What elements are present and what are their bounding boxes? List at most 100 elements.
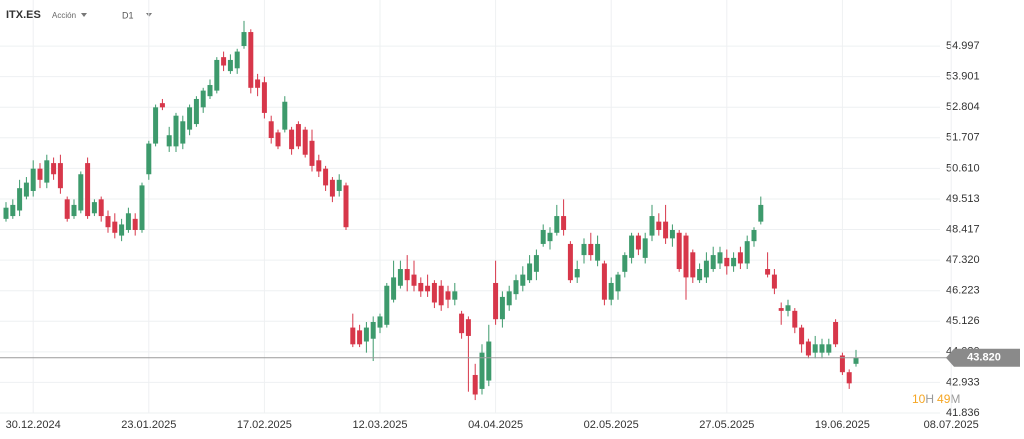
candle-body [404, 269, 410, 281]
countdown-hours: 10 [912, 392, 926, 406]
candle-body [241, 32, 247, 47]
candle-body [425, 285, 431, 292]
x-tick-label: 04.04.2025 [468, 419, 523, 431]
candle-body [765, 269, 771, 275]
candle-body [758, 204, 764, 222]
candle-body [506, 291, 512, 306]
y-tick-label: 51.707 [946, 132, 980, 144]
x-tick-label: 12.03.2025 [352, 419, 407, 431]
y-tick-label: 41.836 [946, 407, 980, 419]
candle-body [635, 235, 641, 250]
candle-body [513, 280, 519, 295]
candle-body [601, 263, 607, 300]
candle-body [622, 255, 628, 272]
candle-body [275, 132, 281, 147]
dropdown-arrow[interactable] [81, 13, 87, 17]
symbol[interactable]: ITX.ES [6, 9, 41, 21]
candle-body [268, 121, 274, 139]
y-tick-label: 45.126 [946, 315, 980, 327]
timeframe[interactable]: D1 [122, 10, 134, 20]
candle-body [737, 252, 743, 264]
candle-body [459, 313, 465, 334]
candle-body [561, 216, 567, 231]
candle-body [397, 269, 403, 286]
x-tick-label: 08.07.2025 [924, 419, 979, 431]
candle-body [731, 257, 737, 267]
countdown-minutes: 49 [937, 392, 951, 406]
candle-body [567, 243, 573, 281]
candle-body [200, 90, 206, 108]
candle-body [785, 305, 791, 311]
candle-body [629, 235, 635, 258]
candle-body [350, 327, 356, 345]
y-tick-label: 48.417 [946, 223, 980, 235]
candle-body [663, 221, 669, 239]
y-tick-label: 50.610 [946, 162, 980, 174]
x-tick-label: 23.01.2025 [121, 419, 176, 431]
candle-body [452, 291, 458, 300]
candle-body [642, 238, 648, 258]
candle-body [91, 202, 97, 214]
candle-body [690, 252, 696, 278]
y-tick-label: 46.223 [946, 285, 980, 297]
candle-body [826, 344, 832, 353]
candle-body [146, 143, 152, 175]
candle-body [533, 255, 539, 272]
candle-body [234, 51, 240, 69]
candle-body [615, 274, 621, 292]
candle-body [486, 341, 492, 381]
candle-body [472, 374, 478, 395]
candle-body [418, 282, 424, 292]
y-tick-label: 52.804 [946, 101, 980, 113]
candle-body [17, 188, 23, 211]
candle-body [846, 372, 852, 384]
candle-body [805, 341, 811, 356]
candle-body [445, 291, 451, 300]
x-tick-label: 19.06.2025 [815, 419, 870, 431]
candle-body [248, 32, 254, 88]
candle-body [438, 285, 444, 306]
last-price-tag [946, 348, 1020, 367]
candle-body [255, 79, 261, 88]
candle-body [98, 199, 104, 217]
candle-body [554, 216, 560, 233]
candle-body [336, 179, 342, 191]
candle-body [37, 168, 43, 180]
x-tick-label: 27.05.2025 [699, 419, 754, 431]
candle-body [316, 160, 322, 172]
x-tick-label: 02.05.2025 [584, 419, 639, 431]
candle-body [479, 352, 485, 389]
candle-body [30, 168, 36, 191]
y-tick-label: 54.997 [946, 40, 980, 52]
y-tick-label: 53.901 [946, 71, 980, 83]
countdown-hours-unit: H [925, 392, 934, 406]
candle-body [357, 330, 363, 345]
candle-body [173, 115, 179, 147]
candle-body [547, 232, 553, 242]
candle-body [57, 163, 63, 189]
candle-body [302, 129, 308, 155]
candle-body [159, 103, 165, 108]
candle-body [187, 107, 193, 130]
candle-body [839, 355, 845, 373]
instrument-type: Acción [52, 11, 76, 20]
candle-body [44, 160, 50, 183]
candle-body [697, 269, 703, 281]
candle-body [581, 243, 587, 256]
candle-body [431, 282, 437, 303]
candle-body [812, 344, 818, 353]
candle-body [574, 269, 580, 278]
candle-body [819, 344, 825, 353]
candle-body [717, 252, 723, 264]
candle-body [329, 179, 335, 197]
candle-body [78, 174, 84, 211]
candle-body [703, 260, 709, 278]
candle-body [384, 285, 390, 325]
candle-body [214, 59, 220, 91]
candle-body [295, 124, 301, 147]
candle-body [289, 129, 295, 150]
candle-body [125, 213, 131, 231]
candle-body [588, 243, 594, 256]
candle-body [105, 216, 111, 228]
